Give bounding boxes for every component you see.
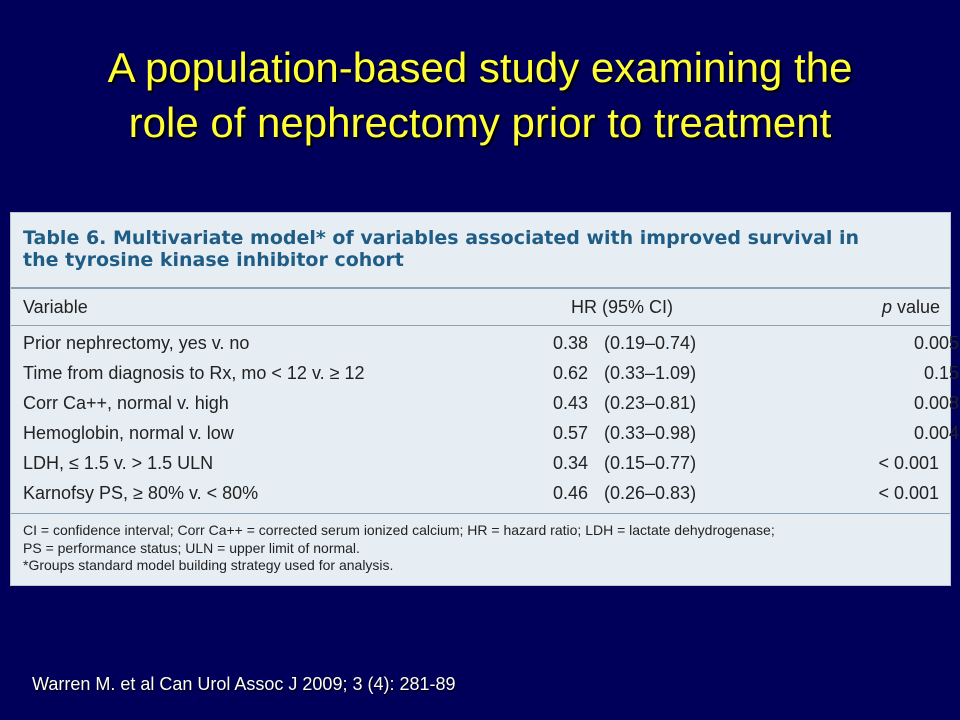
cell-hr: 0.57 (553, 423, 589, 443)
cell-ci: (0.33–1.09) (604, 363, 697, 383)
table-row: Prior nephrectomy, yes v. no 0.38 (0.19–… (11, 333, 959, 363)
table-row: LDH, ≤ 1.5 v. > 1.5 ULN 0.34 (0.15–0.77)… (11, 453, 950, 483)
cell-ci: (0.15–0.77) (604, 453, 697, 473)
cell-ci: (0.33–0.98) (604, 423, 697, 443)
cell-p-value: 0.008 (913, 393, 959, 413)
slide-title: A population-based study examining the r… (0, 40, 960, 150)
cell-ci: (0.19–0.74) (604, 333, 697, 353)
table-header-row: Variable HR (95% CI) p value (11, 297, 950, 327)
cell-p-value: < 0.001 (878, 453, 939, 473)
slide-title-line-1: A population-based study examining the (107, 44, 853, 91)
header-p-italic: p (881, 297, 892, 317)
citation: Warren M. et al Can Urol Assoc J 2009; 3… (32, 674, 456, 694)
table-row: Time from diagnosis to Rx, mo < 12 v. ≥ … (11, 363, 959, 393)
table-rule-header (11, 325, 950, 326)
cell-variable: Karnofsy PS, ≥ 80% v. < 80% (23, 483, 259, 503)
cell-p-value: 0.005 (913, 333, 959, 353)
table-rule-bottom (11, 513, 950, 514)
cell-hr: 0.46 (553, 483, 589, 503)
table-row: Corr Ca++, normal v. high 0.43 (0.23–0.8… (11, 393, 959, 423)
header-variable: Variable (23, 297, 88, 317)
cell-p-value: < 0.001 (878, 483, 939, 503)
table-caption-line-1: Table 6. Multivariate model* of variable… (23, 227, 860, 249)
header-hr: HR (95% CI) (571, 297, 674, 317)
cell-variable: Time from diagnosis to Rx, mo < 12 v. ≥ … (23, 363, 365, 383)
footnote-line: CI = confidence interval; Corr Ca++ = co… (23, 522, 775, 538)
table-caption: Table 6. Multivariate model* of variable… (23, 227, 923, 271)
cell-ci: (0.23–0.81) (604, 393, 697, 413)
cell-hr: 0.62 (553, 363, 589, 383)
cell-ci: (0.26–0.83) (604, 483, 697, 503)
cell-hr: 0.34 (553, 453, 589, 473)
table-rule-top (11, 287, 950, 289)
table-row: Hemoglobin, normal v. low 0.57 (0.33–0.9… (11, 423, 959, 453)
cell-p-value: 0.15 (923, 363, 959, 383)
table-caption-line-2: the tyrosine kinase inhibitor cohort (23, 249, 404, 271)
table-footnotes: CI = confidence interval; Corr Ca++ = co… (23, 522, 943, 575)
cell-variable: LDH, ≤ 1.5 v. > 1.5 ULN (23, 453, 214, 473)
header-p-value: p value (882, 297, 940, 318)
table-row: Karnofsy PS, ≥ 80% v. < 80% 0.46 (0.26–0… (11, 483, 950, 513)
cell-p-value: 0.004 (913, 423, 959, 443)
cell-hr: 0.38 (553, 333, 589, 353)
cell-variable: Prior nephrectomy, yes v. no (23, 333, 250, 353)
cell-hr: 0.43 (553, 393, 589, 413)
header-p-rest: value (891, 297, 940, 317)
table-panel: Table 6. Multivariate model* of variable… (10, 212, 959, 586)
cell-variable: Corr Ca++, normal v. high (23, 393, 229, 413)
slide-title-line-2: role of nephrectomy prior to treatment (128, 99, 832, 146)
cell-variable: Hemoglobin, normal v. low (23, 423, 234, 443)
footnote-line: PS = performance status; ULN = upper lim… (23, 539, 360, 556)
footnote-line: *Groups standard model building strategy… (23, 557, 394, 573)
